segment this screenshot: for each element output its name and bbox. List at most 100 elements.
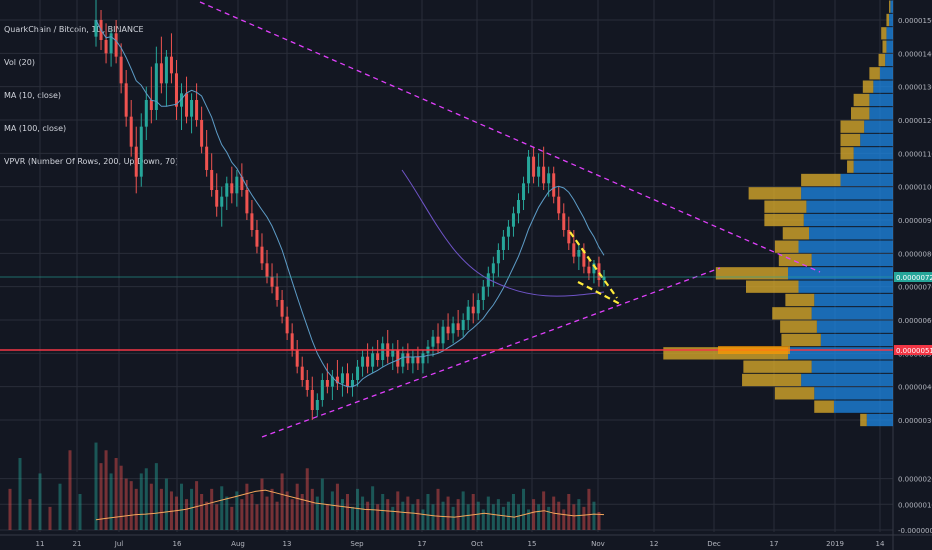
price-tick-label: 0.00000400 (898, 384, 932, 392)
support-zone (718, 346, 790, 354)
legend-ma10[interactable]: MA (10, close) (4, 91, 62, 100)
candle-body (320, 380, 324, 400)
vpvr-up-bar (890, 0, 893, 13)
candle-body (376, 353, 380, 360)
volume-bar (109, 473, 113, 530)
legend-ma100[interactable]: MA (100, close) (4, 124, 67, 133)
vpvr-up-bar (798, 240, 893, 253)
candle-body (330, 376, 334, 387)
volume-bar (245, 483, 249, 530)
volume-bar (38, 473, 42, 530)
candle-body (159, 63, 163, 84)
volume-bar (582, 506, 586, 530)
legend-vpvr[interactable]: VPVR (Number Of Rows, 200, Up/Down, 70) (4, 157, 179, 166)
candle-body (522, 183, 526, 200)
vpvr-up-bar (811, 253, 893, 267)
volume-bar (366, 501, 370, 530)
volume-bar (401, 501, 405, 530)
candle-body (441, 326, 445, 344)
candle-body (602, 276, 606, 280)
vpvr-down-bar (814, 400, 834, 413)
vpvr-down-bar (764, 200, 807, 213)
vpvr-down-bar (847, 160, 854, 173)
volume-bar (119, 465, 123, 530)
volume-bar (58, 483, 62, 530)
volume-bar (210, 488, 214, 530)
candle-body (496, 250, 500, 264)
volume-bar (597, 512, 601, 530)
vpvr-down-bar (869, 67, 880, 80)
volume-bar (451, 506, 455, 530)
volume-bar (547, 506, 551, 530)
volume-bar (491, 504, 495, 530)
volume-bar (411, 504, 415, 530)
candle-body (154, 63, 158, 110)
vpvr-up-bar (853, 160, 893, 173)
volume-bar (371, 486, 375, 530)
vpvr-down-bar (781, 333, 821, 347)
candle-body (406, 353, 410, 364)
vpvr-down-bar (715, 267, 788, 280)
candle-body (225, 183, 229, 197)
volume-bar (567, 494, 571, 530)
candle-body (481, 286, 485, 300)
candle-body (351, 380, 355, 387)
volume-bar (174, 496, 178, 530)
vpvr-down-bar (785, 293, 815, 307)
volume-bar (426, 494, 430, 530)
candle-body (516, 200, 521, 214)
volume-bar (250, 494, 254, 530)
volume-bar (8, 488, 12, 530)
candle-body (501, 236, 505, 250)
candle-body (200, 120, 204, 147)
vpvr-down-bar (840, 133, 861, 147)
volume-bar (446, 496, 450, 530)
vpvr-down-bar (746, 280, 799, 293)
price-tick-label: 0.00001500 (898, 17, 932, 25)
volume-bar (496, 499, 500, 530)
volume-bar (300, 494, 304, 530)
price-tick-label: 0.00000600 (898, 317, 932, 325)
volume-bar (28, 499, 32, 530)
price-tick-label: 0.00001000 (898, 184, 932, 192)
candle-body (114, 33, 118, 57)
volume-bar (129, 481, 133, 530)
volume-bar (376, 504, 380, 530)
legend-volume[interactable]: Vol (20) (4, 58, 35, 67)
volume-bar (179, 483, 184, 530)
legend-symbol[interactable]: QuarkChain / Bitcoin, 1D, BINANCE (4, 25, 144, 34)
x-tick-label: 17 (770, 540, 779, 548)
volume-bar (124, 478, 128, 530)
x-tick-label: 21 (73, 540, 82, 548)
vpvr-up-bar (801, 373, 893, 387)
candle-body (240, 176, 244, 190)
x-tick-label: 16 (173, 540, 182, 548)
vpvr-up-bar (869, 107, 893, 120)
volume-bar (471, 494, 475, 530)
candle-body (119, 56, 123, 84)
candle-body (305, 380, 309, 390)
volume-bar (195, 481, 199, 530)
candle-body (174, 73, 178, 107)
candle-body (109, 33, 113, 54)
volume-bar (134, 488, 138, 530)
volume-bar (94, 442, 98, 530)
vpvr-up-bar (886, 40, 893, 53)
volume-bar (406, 496, 410, 530)
x-tick-label: 11 (36, 540, 45, 548)
volume-bar (340, 499, 344, 530)
price-tick-label: 0.00000900 (898, 217, 932, 225)
vpvr-up-bar (860, 133, 893, 147)
candle-body (300, 366, 304, 380)
volume-bar (290, 499, 294, 530)
current-price-label: 0.00000729 (896, 274, 932, 282)
candle-body (94, 20, 98, 37)
volume-bar (391, 506, 395, 530)
candle-body (310, 390, 314, 410)
vpvr-up-bar (889, 13, 893, 27)
x-tick-label: 13 (283, 540, 292, 548)
candle-body (436, 336, 440, 344)
volume-bar (275, 501, 279, 530)
vpvr-up-bar (879, 67, 893, 80)
